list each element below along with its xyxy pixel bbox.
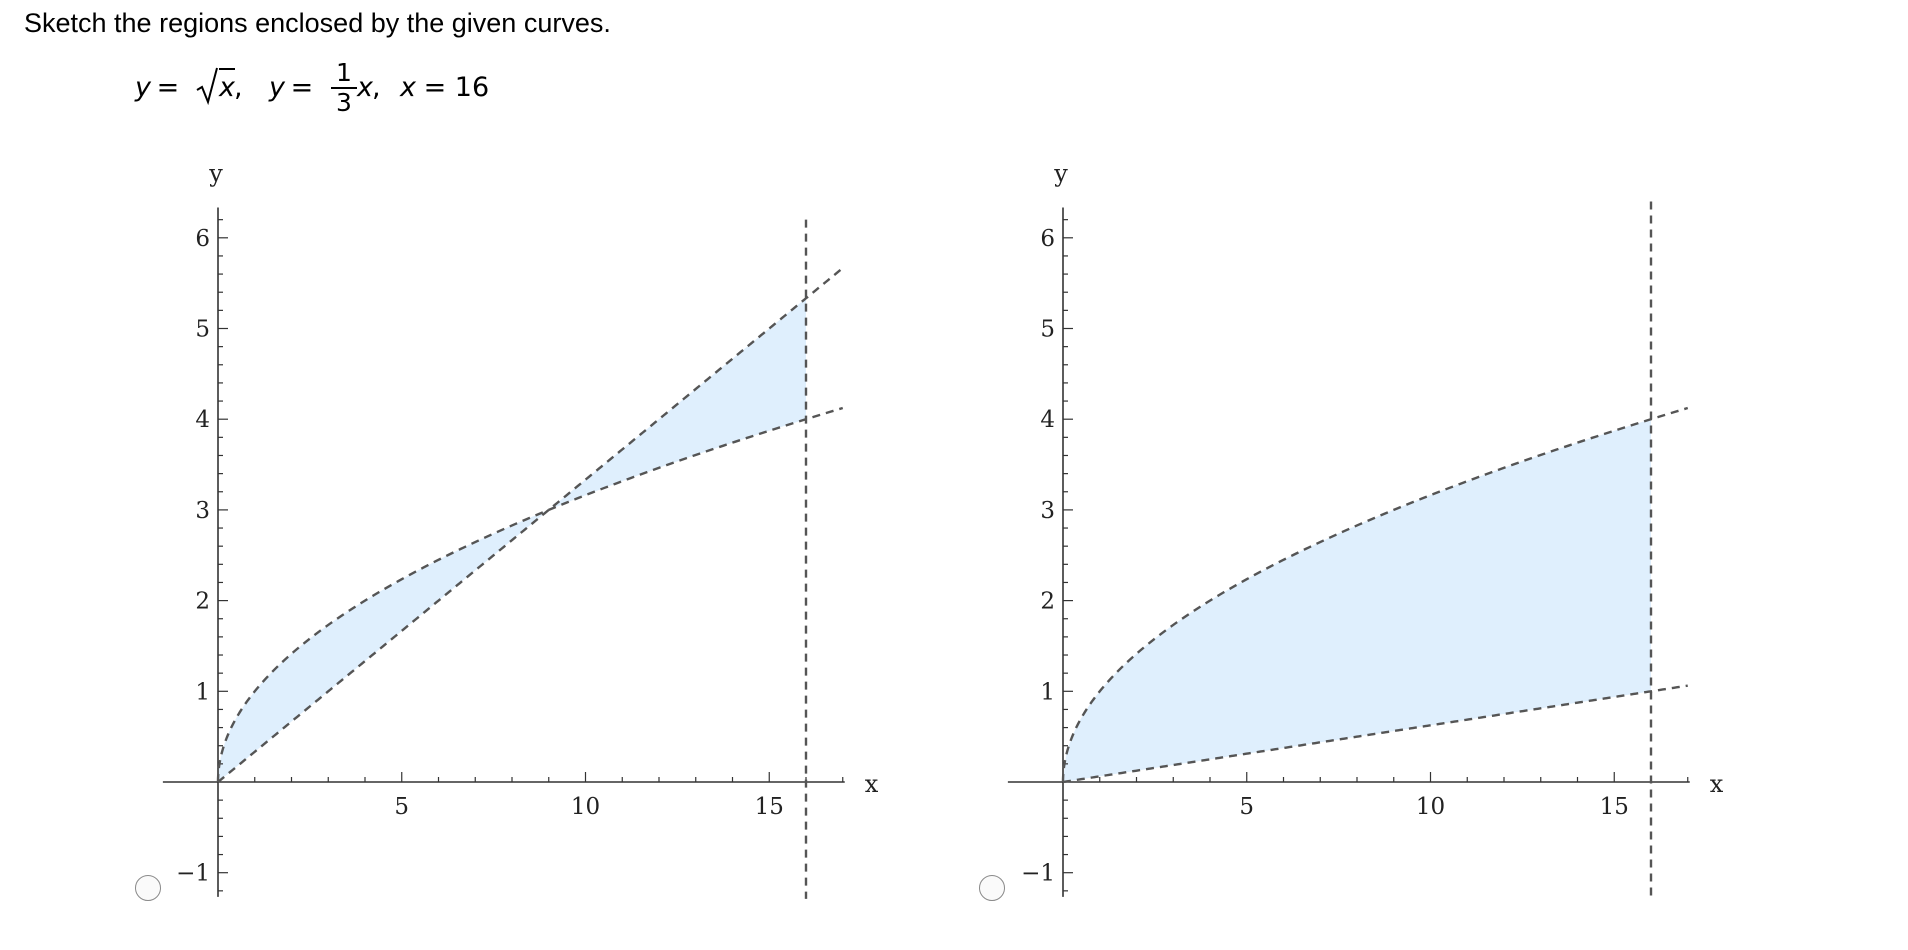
y-axis-label: y (208, 160, 223, 188)
eq-y1-equals: = (148, 72, 188, 103)
y-tick-label: 1 (1040, 679, 1055, 705)
x-tick-label: 15 (1600, 794, 1629, 820)
eq-y1-var: y (135, 72, 151, 103)
option-b-radio[interactable] (979, 875, 1005, 901)
question-prompt: Sketch the regions enclosed by the given… (24, 8, 611, 38)
x-tick-label: 10 (1416, 794, 1445, 820)
option-a-radio[interactable] (135, 875, 161, 901)
x-tick-label: 5 (394, 794, 409, 820)
x-axis-label: x (1710, 770, 1724, 798)
sqrt-curve (1061, 406, 1689, 783)
y-tick-label: 6 (1040, 226, 1055, 252)
eq-y2-equals: = (282, 72, 322, 103)
eq-fraction-denominator: 3 (336, 88, 352, 117)
eq-sqrt-arg: x (219, 68, 235, 103)
eq-fraction: 1 3 (329, 60, 359, 116)
option-a-plot: 5 10 15 −1 1 2 3 4 5 6 x y (150, 140, 910, 930)
linear-curve (1062, 684, 1688, 784)
y-tick-label: −1 (176, 861, 210, 887)
option-b-plot: 5 10 15 −1 1 2 3 4 5 6 x y (995, 140, 1755, 930)
eq-sep-2: , (372, 72, 398, 103)
x-axis-label: x (865, 770, 879, 798)
x-tick-label: 15 (755, 794, 784, 820)
eq-fraction-numerator: 1 (336, 58, 352, 87)
y-tick-label: 3 (1040, 498, 1055, 524)
y-tick-label: 5 (195, 317, 210, 343)
x-tick-label: 10 (571, 794, 600, 820)
y-tick-label: −1 (1021, 861, 1055, 887)
y-tick-label: 2 (195, 589, 210, 615)
sqrt-curve (216, 406, 844, 783)
y-tick-label: 5 (1040, 317, 1055, 343)
eq-sep-1: , (234, 72, 260, 103)
given-curves-equation: y = x , y = 1 3 x , x = 16 (135, 58, 635, 118)
shaded-region (1063, 419, 1651, 782)
option-b-graph: 5 10 15 −1 1 2 3 4 5 6 x y (1007, 160, 1724, 899)
y-tick-label: 4 (195, 407, 210, 433)
linear-curve (217, 267, 844, 783)
y-tick-label: 6 (195, 226, 210, 252)
y-tick-label: 4 (1040, 407, 1055, 433)
eq-fraction-x: x (357, 72, 373, 103)
option-a-graph: 5 10 15 −1 1 2 3 4 5 6 x y (162, 160, 879, 899)
y-tick-label: 3 (195, 498, 210, 524)
x-tick-label: 5 (1239, 794, 1254, 820)
sqrt-symbol (195, 66, 219, 113)
eq-y2-var: y (269, 72, 285, 103)
eq-x-var: x (400, 72, 416, 103)
y-tick-label: 1 (195, 679, 210, 705)
y-tick-label: 2 (1040, 589, 1055, 615)
y-axis-label: y (1053, 160, 1068, 188)
eq-x-value: = 16 (415, 72, 490, 103)
